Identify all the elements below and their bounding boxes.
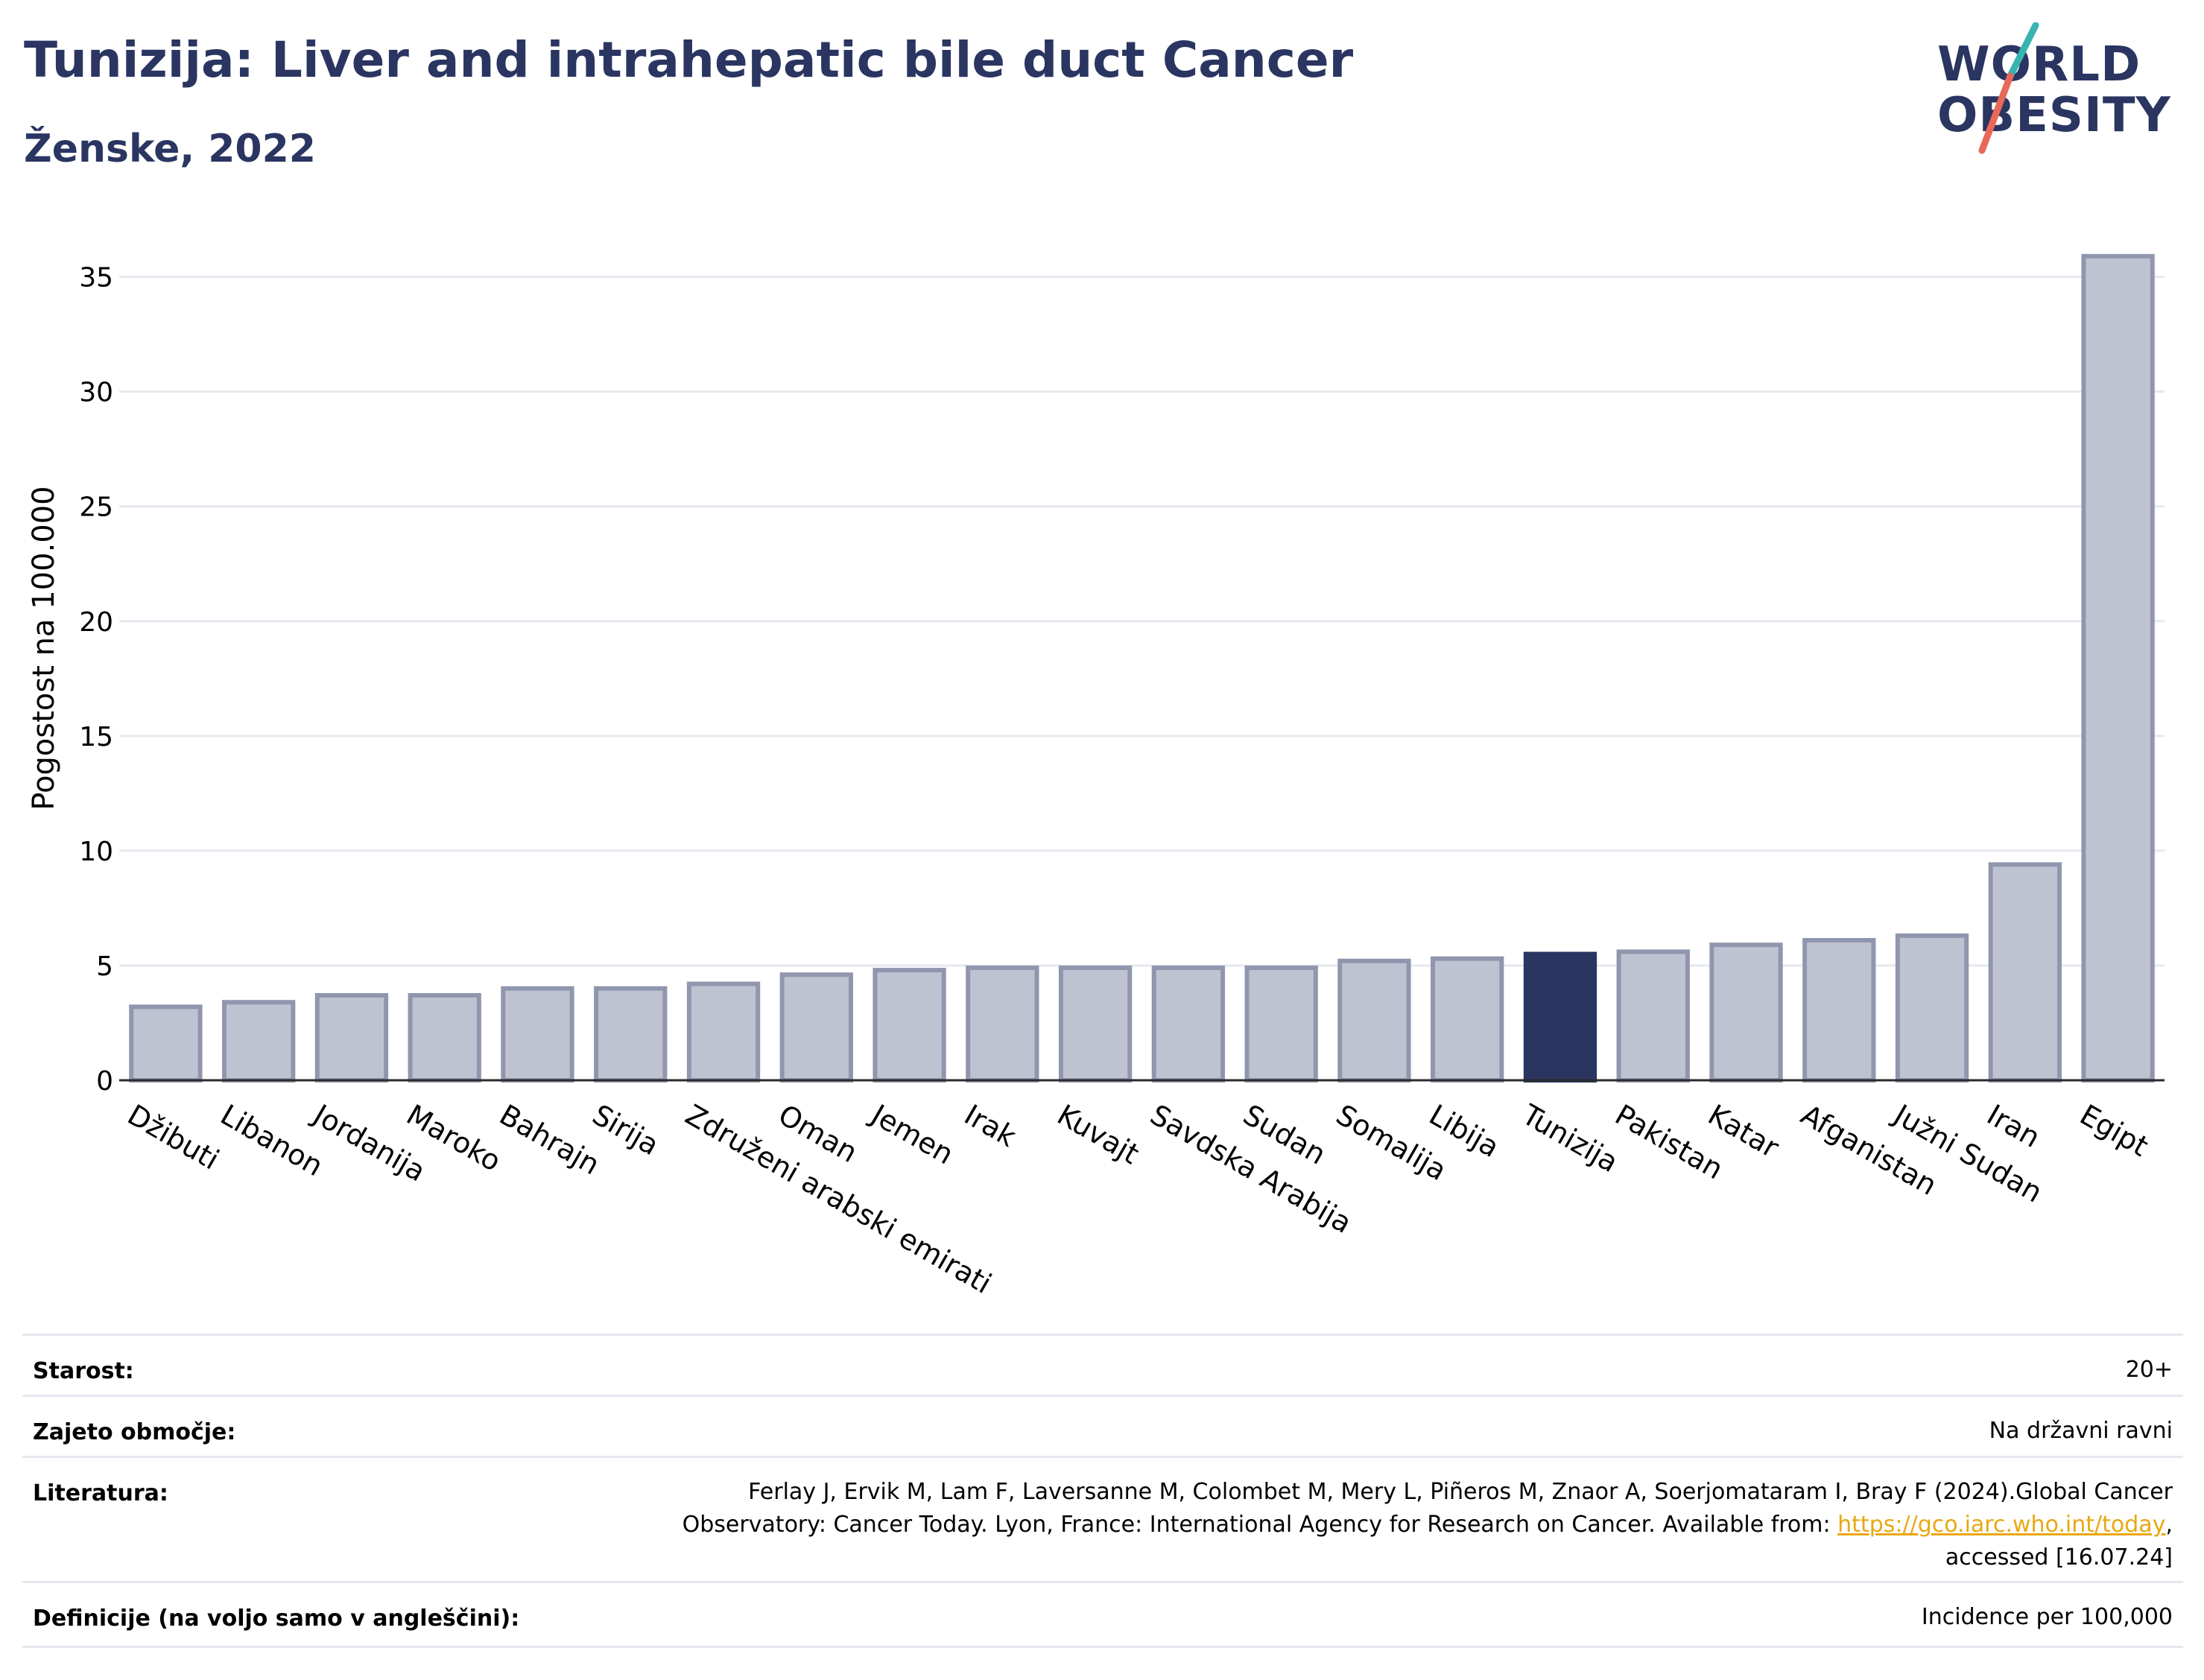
meta-label: Literatura: <box>33 1480 168 1506</box>
bar <box>129 1004 203 1083</box>
meta-row-literature: Literatura: Ferlay J, Ervik M, Lam F, La… <box>22 1456 2183 1582</box>
bar <box>1058 966 1133 1083</box>
bar <box>1431 956 1504 1083</box>
meta-label: Zajeto območje: <box>33 1419 236 1445</box>
bar <box>1616 949 1690 1083</box>
y-tick-label: 0 <box>96 1066 113 1097</box>
x-tick-label: Džibuti <box>122 1098 225 1176</box>
bar <box>1709 942 1783 1083</box>
literature-line-1: Ferlay J, Ervik M, Lam F, Laversanne M, … <box>748 1479 2173 1505</box>
meta-row-coverage: Zajeto območje: Na državni ravni <box>22 1395 2183 1456</box>
bar <box>1244 966 1318 1083</box>
meta-value: 20+ <box>2125 1357 2173 1383</box>
y-tick-label: 25 <box>79 492 113 523</box>
bar <box>1988 862 2062 1083</box>
x-tick-label: Irak <box>959 1098 1022 1153</box>
meta-value-literature: Ferlay J, Ervik M, Lam F, Laversanne M, … <box>683 1476 2173 1574</box>
bar <box>408 993 481 1083</box>
logo-slash-icon <box>1978 22 2039 154</box>
x-tick-label: Libanon <box>215 1098 329 1182</box>
x-tick-label: Bahrajn <box>494 1098 605 1182</box>
x-tick-label: Tunizija <box>1516 1097 1624 1179</box>
bar <box>594 986 668 1083</box>
literature-comma: , <box>2165 1512 2173 1538</box>
literature-line-2: Observatory: Cancer Today. Lyon, France:… <box>683 1509 2173 1541</box>
bar-chart: 05101520253035DžibutiLibanonJordanijaMar… <box>27 253 2165 1300</box>
y-tick-label: 30 <box>79 378 113 408</box>
bar <box>966 966 1039 1083</box>
x-tick-label: Iran <box>1981 1098 2045 1154</box>
literature-text: Observatory: Cancer Today. Lyon, France:… <box>682 1512 1838 1538</box>
bar <box>779 972 853 1083</box>
chart-title: Tunizija: Liver and intrahepatic bile du… <box>24 31 1354 89</box>
meta-label: Starost: <box>33 1358 134 1384</box>
chart-subtitle: Ženske, 2022 <box>24 127 316 171</box>
meta-row-definitions: Definicije (na voljo samo v angleščini):… <box>22 1581 2183 1648</box>
bar <box>686 981 761 1083</box>
y-tick-label: 35 <box>79 263 113 294</box>
x-tick-label: Jemen <box>864 1097 959 1171</box>
bar <box>1337 958 1411 1083</box>
source-link[interactable]: https://gco.iarc.who.int/today <box>1837 1512 2166 1538</box>
bar <box>2081 253 2155 1083</box>
bar <box>314 993 389 1083</box>
y-tick-label: 5 <box>96 951 113 982</box>
bar <box>1802 938 1876 1083</box>
y-tick-label: 20 <box>79 607 113 638</box>
bar-highlighted <box>1523 951 1597 1083</box>
y-tick-label: 15 <box>79 722 113 752</box>
x-tick-label: Kuvajt <box>1052 1098 1144 1170</box>
x-tick-label: Egipt <box>2074 1098 2154 1163</box>
literature-line-3: accessed [16.07.24] <box>1945 1544 2173 1570</box>
bar <box>501 986 574 1083</box>
y-axis-label: Pogostost na 100.000 <box>27 486 61 810</box>
bar <box>1895 933 1969 1083</box>
world-obesity-logo: WORLD OBESITY <box>1937 30 2191 156</box>
meta-row-age: Starost: 20+ <box>22 1334 2183 1395</box>
meta-label: Definicije (na voljo samo v angleščini): <box>33 1605 520 1632</box>
logo-line-2: OBESITY <box>1937 88 2171 143</box>
bar <box>1151 966 1226 1083</box>
y-tick-label: 10 <box>79 837 113 867</box>
bar <box>873 968 946 1083</box>
meta-value: Incidence per 100,000 <box>1921 1604 2173 1630</box>
logo-line-1: WORLD <box>1937 37 2141 92</box>
meta-value: Na državni ravni <box>1989 1418 2173 1444</box>
bar <box>221 1000 296 1083</box>
